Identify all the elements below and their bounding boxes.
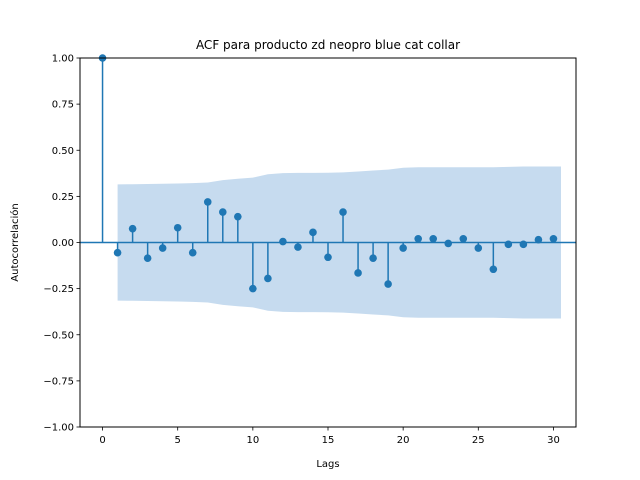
y-axis-label: Autocorrelación [9,203,21,281]
y-tick-label-7: 0.75 [52,100,74,111]
y-tick-label-8: 1.00 [52,54,74,65]
acf-point-16 [339,208,347,216]
acf-point-22 [429,235,438,243]
x-tick-label-0: 0 [99,435,105,446]
acf-point-3 [143,254,152,262]
acf-point-24 [459,235,468,243]
y-tick-label-0: −1.00 [43,423,74,434]
acf-point-1 [113,248,122,257]
acf-point-23 [444,239,453,248]
y-tick-label-1: −0.75 [43,376,74,387]
acf-point-8 [218,208,227,216]
acf-point-13 [294,243,302,251]
acf-point-4 [158,244,167,252]
acf-point-9 [234,212,242,221]
acf-point-30 [549,235,558,243]
acf-point-6 [188,248,197,257]
acf-point-14 [309,228,317,237]
x-axis-label: Lags [316,459,339,470]
acf-point-18 [369,254,377,262]
acf-point-7 [203,198,212,206]
acf-point-29 [534,235,543,244]
acf-point-17 [354,269,362,277]
acf-point-5 [173,223,182,232]
acf-point-11 [264,274,272,283]
y-tick-label-4: 0.00 [52,238,74,249]
x-tick-label-10: 10 [246,435,259,446]
y-tick-label-5: 0.25 [52,192,74,203]
x-tick-label-30: 30 [547,435,560,446]
acf-point-19 [384,280,392,288]
x-tick-label-20: 20 [397,435,410,446]
acf-point-10 [249,284,257,293]
acf-point-2 [128,224,137,233]
acf-point-20 [399,244,407,252]
y-tick-label-2: −0.50 [43,330,74,341]
chart-title: ACF para producto zd neopro blue cat col… [196,38,460,52]
acf-point-26 [489,265,498,274]
y-tick-label-3: −0.25 [43,284,74,295]
x-tick-label-5: 5 [175,435,181,446]
acf-point-15 [324,253,332,262]
acf-point-28 [519,240,528,249]
acf-point-12 [279,237,287,246]
x-tick-label-15: 15 [322,435,335,446]
y-tick-label-6: 0.50 [52,146,74,157]
acf-point-21 [414,235,422,243]
acf-point-25 [474,244,483,252]
acf-point-27 [504,240,513,249]
x-tick-label-25: 25 [472,435,485,446]
